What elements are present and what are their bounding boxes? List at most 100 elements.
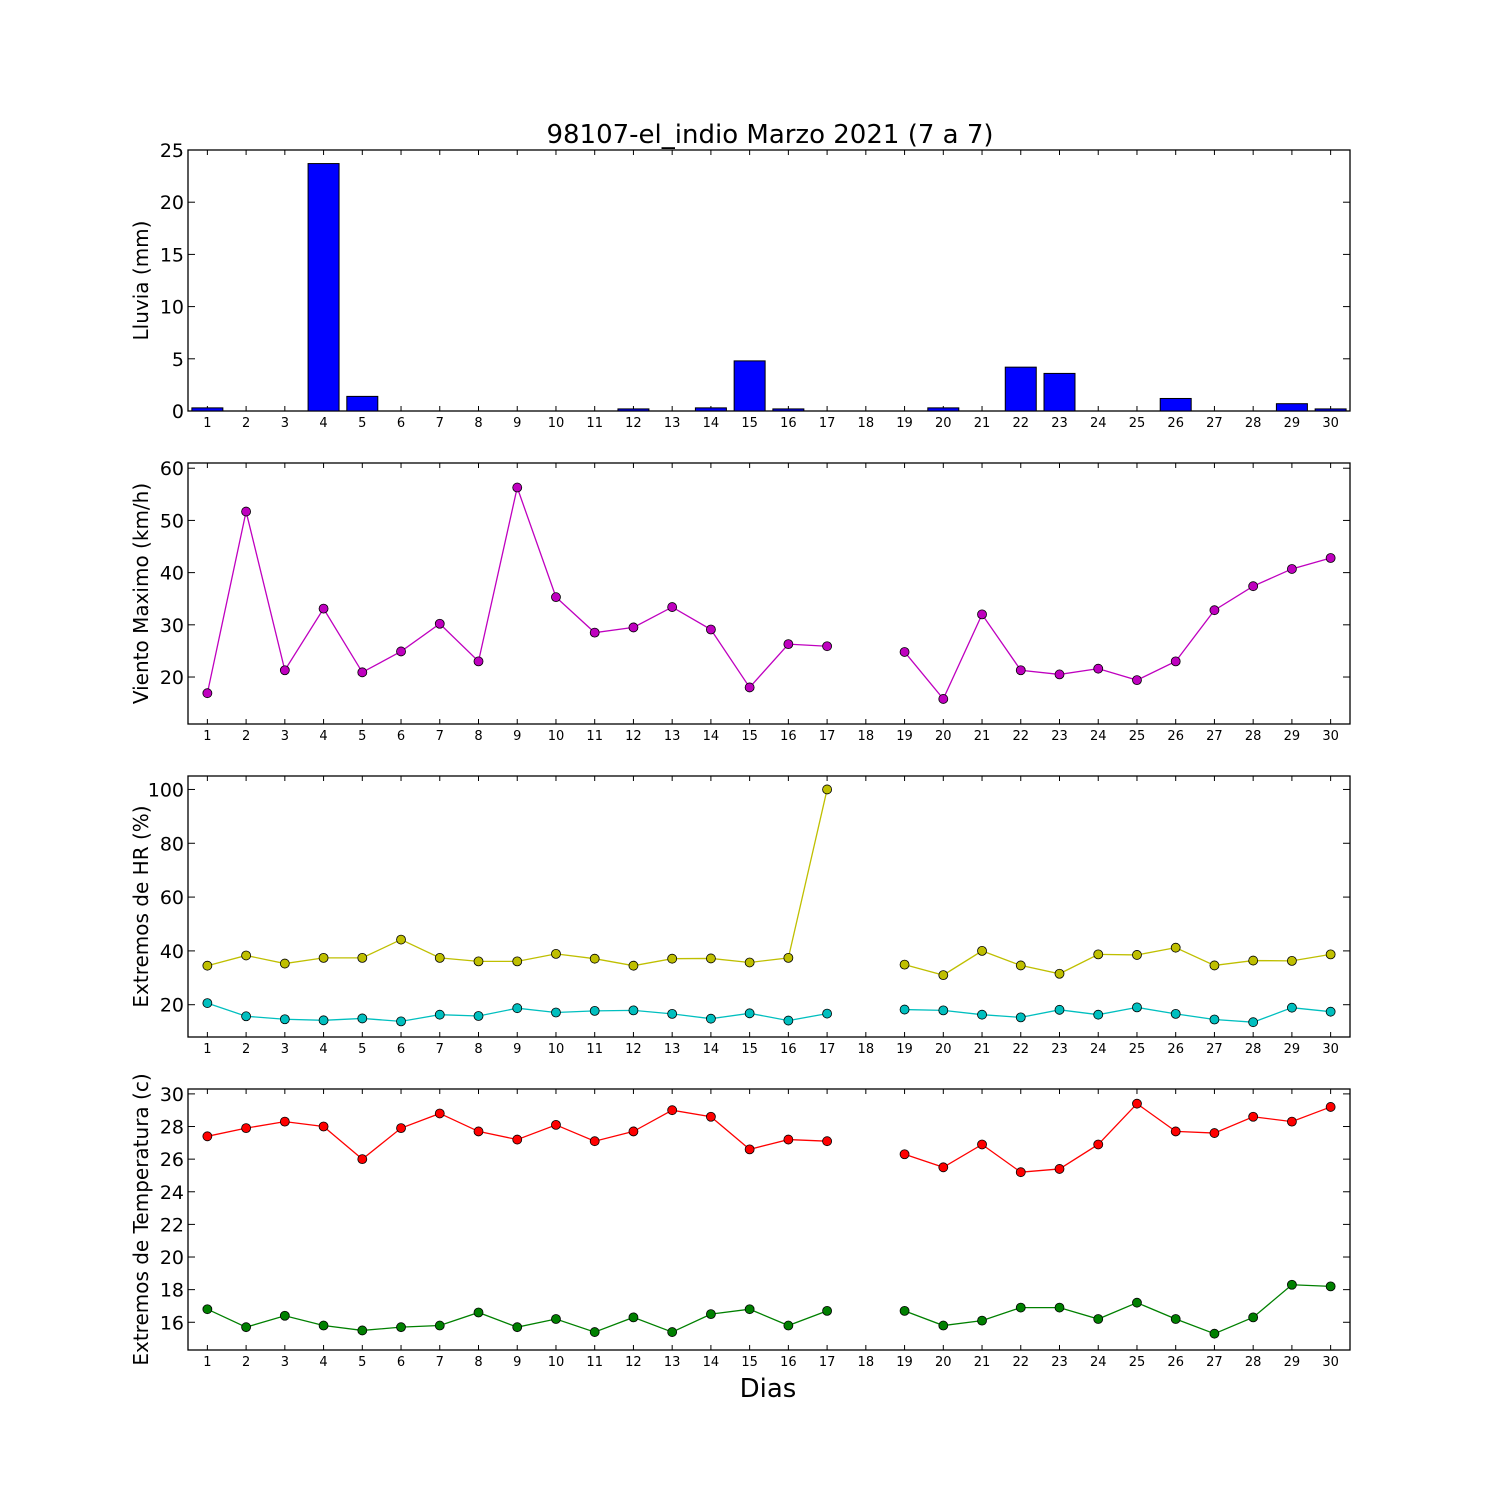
data-point-hr_min [473,1011,484,1021]
x-tick-label: 5 [358,1355,366,1370]
plot-frame [187,149,1351,412]
plot-frame [187,775,1351,1038]
x-tick-label: 1 [203,416,211,431]
data-point-temp_min [279,1310,290,1321]
data-point-temp_max [589,1136,600,1147]
data-point-temp_min [1093,1314,1104,1324]
x-tick-label: 28 [1245,1355,1262,1370]
x-tick-label: 30 [1322,416,1339,431]
x-tick-label: 28 [1245,416,1262,431]
data-point-hr_max [241,950,252,961]
y-tick-label: 20 [160,192,184,214]
data-point-hr_min [706,1013,716,1024]
x-tick-label: 9 [513,729,521,744]
data-point-temp_max [279,1116,290,1127]
data-point-hr_min [667,1008,678,1019]
x-tick-label: 22 [1012,1355,1029,1370]
x-tick-label: 20 [935,729,952,744]
x-tick-label: 20 [935,416,952,431]
data-point-hr_max [1132,950,1142,960]
x-tick-label: 20 [935,1042,952,1057]
x-tick-label: 30 [1322,1355,1339,1370]
data-point-hr_max [318,952,329,963]
data-point-wind [744,682,755,693]
y-tick-label: 30 [160,615,184,637]
data-point-temp_max [473,1126,484,1137]
x-tick-label: 11 [586,1355,603,1370]
x-tick-label: 17 [819,416,836,431]
x-tick-label: 13 [664,416,681,431]
rain-bar [1275,403,1308,412]
x-tick-label: 2 [242,729,250,744]
data-point-hr_min [783,1015,794,1026]
data-point-hr_min [589,1006,600,1016]
data-point-hr_min [628,1005,639,1016]
x-tick-label: 25 [1129,729,1146,744]
y-tick-label: 15 [160,244,184,266]
y-axis-label: Extremos de Temperatura (c) [129,1073,153,1365]
x-tick-label: 24 [1090,1042,1107,1057]
data-point-temp_max [1054,1164,1065,1174]
data-point-temp_min [1054,1302,1065,1313]
x-tick-label: 4 [319,1042,327,1057]
data-point-hr_max [899,959,910,970]
rain-bar [694,407,727,412]
x-tick-label: 6 [397,1042,405,1057]
x-tick-label: 29 [1284,416,1301,431]
data-point-temp_max [551,1119,561,1130]
x-tick-label: 12 [625,416,642,431]
data-point-hr_min [1170,1008,1181,1019]
data-point-temp_max [822,1136,832,1147]
data-point-temp_min [1170,1314,1181,1324]
data-point-temp_max [744,1144,755,1155]
y-tick-label: 20 [160,995,184,1017]
x-tick-label: 15 [741,729,758,744]
y-tick-label: 22 [160,1214,184,1236]
data-point-wind [1209,605,1220,616]
y-tick-label: 30 [160,1084,184,1106]
x-axis-label: Dias [740,1374,797,1404]
data-point-hr_min [396,1016,406,1027]
data-point-wind [938,694,949,704]
x-tick-label: 21 [974,729,991,744]
x-tick-label: 4 [319,729,327,744]
data-point-wind [1287,564,1297,574]
data-point-temp_max [202,1131,213,1142]
x-tick-label: 24 [1090,729,1107,744]
x-tick-label: 9 [513,1355,521,1370]
data-point-wind [512,482,523,493]
data-point-hr_max [434,952,445,963]
data-point-temp_max [977,1139,987,1150]
x-tick-label: 23 [1051,729,1068,744]
x-tick-label: 24 [1090,416,1107,431]
data-point-temp_min [744,1304,755,1315]
data-point-hr_max [783,952,794,963]
data-point-hr_max [977,945,987,956]
x-tick-label: 3 [281,1042,289,1057]
plot-frame [187,462,1351,725]
rain-bar [191,407,224,412]
data-point-wind [977,609,987,620]
data-point-temp_max [706,1111,716,1122]
y-tick-label: 100 [148,779,184,801]
x-tick-label: 3 [281,416,289,431]
data-point-hr_max [744,957,755,968]
x-tick-label: 8 [474,416,482,431]
x-tick-label: 5 [358,416,366,431]
x-tick-label: 27 [1206,416,1223,431]
x-tick-label: 21 [974,1355,991,1370]
x-tick-label: 27 [1206,1042,1223,1057]
rain-bar [346,395,379,412]
data-point-hr_max [357,952,368,963]
data-point-wind [279,665,290,676]
x-tick-label: 3 [281,729,289,744]
x-tick-label: 11 [586,416,603,431]
data-point-wind [1015,665,1026,676]
data-point-temp_min [938,1320,949,1331]
x-tick-label: 6 [397,729,405,744]
data-point-temp_min [589,1327,600,1337]
data-point-hr_min [1248,1017,1259,1028]
x-tick-label: 21 [974,416,991,431]
